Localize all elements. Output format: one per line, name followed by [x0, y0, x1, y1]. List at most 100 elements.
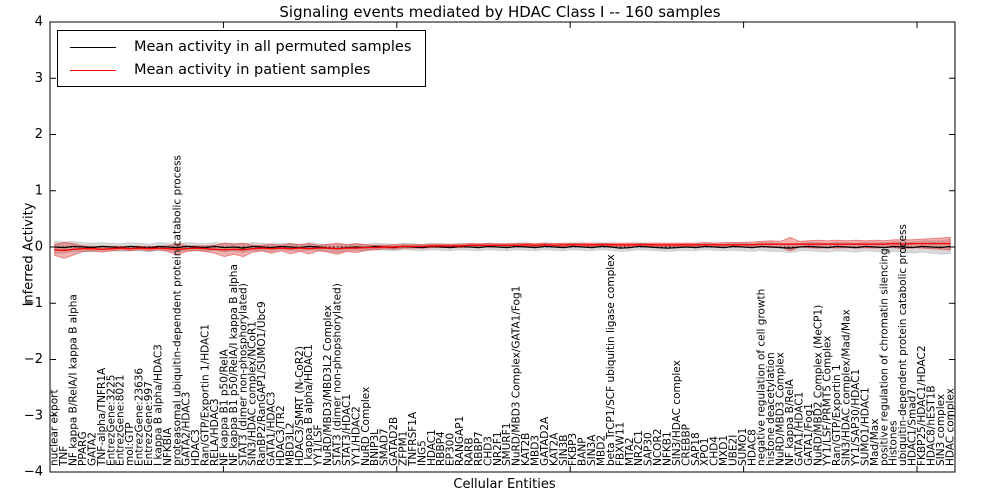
legend-item-patient: Mean activity in patient samples	[70, 62, 411, 78]
chart-title: Signaling events mediated by HDAC Class …	[279, 3, 721, 21]
x-tick-label: HDAC complex	[944, 388, 956, 466]
x-tick-label: beta TrCP1/SCF ubiquitin ligase complex	[605, 254, 617, 466]
x-tick-label: HDAC8/hEST1B	[925, 385, 937, 466]
mean-permuted-line	[54, 245, 951, 250]
x-tick-label: Histones	[888, 421, 900, 466]
x-tick-label: ING5	[416, 440, 428, 466]
legend-label-permuted: Mean activity in all permuted samples	[134, 39, 412, 55]
mean-patient-line	[54, 242, 951, 252]
legend-label-patient: Mean activity in patient samples	[134, 62, 371, 78]
x-tick-label: SIN3/HDAC complex/NCoR1	[247, 321, 259, 466]
x-tick-label: NR2F1	[492, 431, 504, 466]
x-tick-label: SIN3/HDAC complex	[671, 360, 683, 466]
x-tick-label: YY1/SAP30/HDAC1	[850, 369, 862, 467]
x-tick-label: NCOR2	[652, 429, 664, 466]
x-tick-label: NuRD Complex	[360, 387, 372, 466]
x-tick-label: HDAC3/TR2	[275, 405, 287, 466]
x-tick-label: STAT3 (dimer non-phopshorylated)	[332, 283, 344, 466]
x-tick-label: positive regulation of chromatin silenci…	[878, 248, 890, 466]
x-tick-label: GATA2/HDAC3	[181, 392, 193, 466]
y-tick-label: 0	[35, 240, 43, 255]
x-tick-label: HDAC1/Smad7	[907, 389, 919, 466]
x-tick-label: SUMO1	[737, 428, 749, 466]
x-tick-label: EntrezGene:8021	[115, 375, 127, 466]
x-tick-label: YY1/LSF	[313, 424, 325, 467]
x-tick-label: SIN3A	[586, 434, 598, 466]
x-tick-label: YY1/HDAC2	[350, 406, 362, 467]
x-tick-label: HDAC3	[190, 429, 202, 466]
x-tick-label: STAT3/HDAC1	[341, 394, 353, 466]
y-tick-label: −1	[24, 296, 43, 311]
legend-item-permuted: Mean activity in all permuted samples	[70, 39, 411, 55]
x-axis-label: Cellular Entities	[453, 477, 556, 492]
x-tick-label: UBE2I	[728, 435, 740, 466]
x-tick-label: MTA2	[624, 437, 636, 466]
x-tick-label: nuclear export	[49, 389, 61, 466]
x-tick-label: YY1/LSF/PRMT5 Complex	[822, 336, 834, 467]
x-tick-label: SUMO1/HDAC1	[859, 387, 871, 466]
x-tick-label: NuRD/MBD3 Complex/GATA1/Fog1	[511, 286, 523, 466]
x-tick-label: NuRD/MBD3/MBD3L2 Complex	[322, 305, 334, 466]
x-tick-label: NFKBIA	[162, 427, 174, 466]
x-tick-label: EntrezGene:3225	[105, 375, 117, 466]
x-tick-label: I kappa B alpha/HDAC3	[152, 344, 164, 466]
y-tick-label: 3	[35, 71, 43, 86]
x-tick-label: SIN3B	[558, 435, 570, 467]
x-tick-label: CREBBP	[680, 424, 692, 466]
legend: Mean activity in all permuted samples Me…	[57, 30, 427, 87]
x-tick-label: KAT2A	[548, 432, 560, 466]
x-tick-label: CHD4	[709, 436, 721, 466]
x-tick-label: KAT2B	[520, 433, 532, 466]
x-tick-label: NF kappa B/RelA	[784, 378, 796, 466]
x-tick-label: HDAC1	[426, 429, 438, 466]
x-tick-label: PPARG	[77, 431, 89, 466]
x-tick-label: FKBP3	[567, 433, 579, 466]
x-tick-label: MBD2	[596, 435, 608, 466]
x-tick-label: RELA/HDAC3	[209, 398, 221, 466]
x-tick-label: RANGAP1	[454, 416, 466, 466]
x-tick-label: BNIP3L	[369, 429, 381, 466]
x-tick-label: EP300	[445, 433, 457, 466]
x-tick-label: MBD3	[530, 435, 542, 466]
x-tick-label: SIN3 complex	[935, 394, 947, 466]
x-tick-label: STAT3 (dimer non-phosphorylated)	[237, 283, 249, 466]
x-tick-label: RBBP4	[435, 431, 447, 466]
y-tick-label: 4	[35, 15, 43, 30]
y-tick-label: −2	[24, 352, 43, 367]
x-tick-label: XPO1	[699, 438, 711, 466]
x-tick-label: TNFRSF1A	[407, 411, 419, 467]
x-tick-label: SAP18	[690, 432, 702, 466]
x-tick-label: NFKB1	[662, 431, 674, 466]
x-tick-label: FKBP25/HDAC1/HDAC2	[916, 345, 928, 466]
y-axis-label: Inferred Activity	[21, 202, 37, 307]
x-tick-label: histone deacetylation	[765, 352, 777, 466]
x-tick-label: SIN3/HDAC complex/Mad/Max	[841, 309, 853, 466]
x-tick-label: TNF	[58, 446, 70, 467]
y-tick-label: 2	[35, 127, 43, 142]
x-tick-label: proteasomal ubiquitin-dependent protein …	[171, 155, 183, 466]
x-tick-label: BANP	[577, 437, 589, 466]
x-tick-label: SAP30	[643, 432, 655, 466]
x-tick-label: EntrezGene:23636	[134, 368, 146, 466]
y-tick-label: −3	[24, 408, 43, 423]
x-tick-label: Ran/GTP/Exportin 1/HDAC1	[200, 324, 212, 466]
x-tick-label: GATA1/HDAC1	[794, 392, 806, 466]
x-tick-label: ubiquitin-dependent protein catabolic pr…	[897, 224, 909, 466]
x-tick-label: mol:GTP	[124, 422, 136, 466]
x-tick-label: TNF-alpha/TNFR1A	[96, 367, 108, 467]
x-tick-label: negative regulation of cell growth	[756, 289, 768, 466]
x-tick-label: RARB	[464, 437, 476, 466]
x-tick-label: I kappa B alpha/HDAC1	[303, 344, 315, 466]
x-tick-label: SMAD7	[379, 428, 391, 466]
x-tick-label: CHD3	[482, 436, 494, 466]
x-tick-label: GATA2	[86, 432, 98, 466]
x-tick-label: GATAD2B	[388, 417, 400, 466]
x-tick-label: NuRD/MBD3 Complex	[775, 352, 787, 466]
x-tick-label: GATA1/HDAC3	[266, 392, 278, 466]
x-tick-label: GATA1/Fog1	[803, 403, 815, 466]
legend-line-black-icon	[70, 46, 116, 48]
y-tick-label: −4	[24, 465, 43, 480]
x-tick-label: Ran/GTP/Exportin 1	[831, 364, 843, 466]
